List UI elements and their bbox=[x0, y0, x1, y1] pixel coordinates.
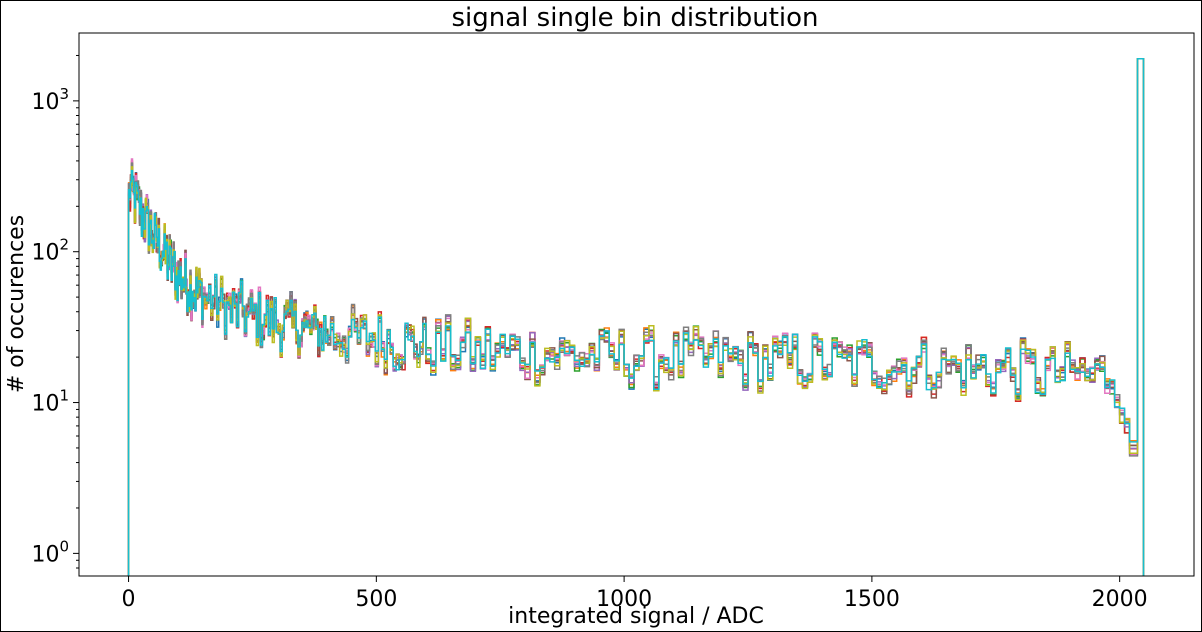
series-line bbox=[127, 58, 1145, 576]
series-line bbox=[127, 58, 1145, 576]
chart-title: signal single bin distribution bbox=[451, 3, 818, 33]
x-axis-ticks: 0 500 1000 1500 2000 bbox=[122, 576, 1148, 612]
series-line bbox=[127, 58, 1145, 576]
series-line bbox=[127, 58, 1145, 576]
x-tick-label: 500 bbox=[355, 587, 397, 612]
x-tick-label: 1000 bbox=[596, 587, 652, 612]
series-line bbox=[127, 58, 1145, 576]
series-line bbox=[127, 58, 1145, 576]
x-axis-label: integrated signal / ADC bbox=[508, 604, 764, 629]
series-line bbox=[127, 58, 1145, 576]
y-tick-label: 101 bbox=[31, 387, 69, 417]
y-tick-label: 100 bbox=[31, 537, 69, 567]
series-group bbox=[127, 58, 1145, 576]
x-tick-label: 0 bbox=[122, 587, 136, 612]
y-axis-label: # of occurences bbox=[4, 215, 29, 393]
series-line bbox=[127, 58, 1145, 576]
series-line bbox=[127, 58, 1145, 576]
x-tick-label: 1500 bbox=[844, 587, 900, 612]
plot-area-border bbox=[78, 32, 1195, 577]
series-line bbox=[127, 58, 1145, 576]
y-tick-label: 103 bbox=[31, 85, 69, 115]
y-tick-label: 102 bbox=[31, 236, 69, 266]
y-axis-ticks: 100 101 102 103 bbox=[31, 54, 79, 569]
x-tick-label: 2000 bbox=[1092, 587, 1148, 612]
